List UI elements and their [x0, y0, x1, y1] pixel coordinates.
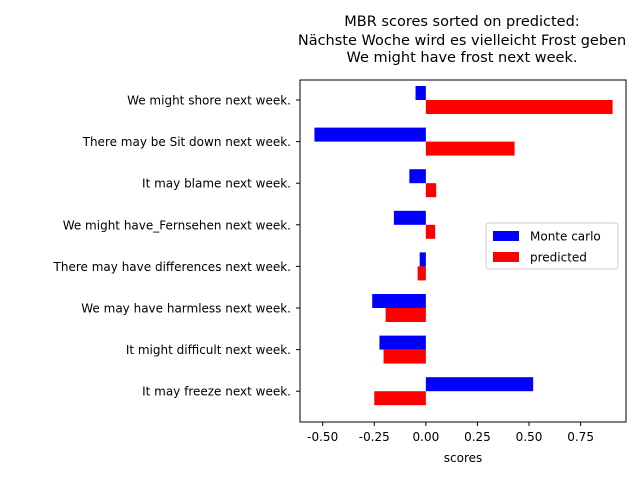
y-tick-label: We might have_Fernsehen next week.: [63, 218, 291, 232]
bar-predicted: [385, 308, 426, 322]
bar-predicted: [383, 349, 426, 364]
bar-monte-carlo: [409, 169, 426, 184]
x-tick-label: 0.75: [567, 430, 594, 444]
plot-frame: [299, 79, 627, 423]
bar-predicted: [374, 391, 426, 406]
y-tick-label: We might shore next week.: [127, 94, 291, 108]
y-axis: We might shore next week. There may be Si…: [53, 94, 300, 399]
x-tick-label: -0.50: [307, 430, 338, 444]
x-tick-label: 0.00: [413, 430, 440, 444]
legend: Monte carlo predicted: [485, 222, 619, 270]
chart-title-line: We might have frost next week.: [347, 50, 578, 66]
x-tick-label: -0.25: [359, 430, 390, 444]
bar-monte-carlo: [393, 210, 426, 225]
bar-monte-carlo: [419, 252, 426, 267]
chart-title-line: Nächste Woche wird es vielleicht Frost g…: [298, 33, 626, 49]
bar-predicted: [425, 183, 437, 198]
y-tick-label: There may have differences next week.: [53, 260, 291, 274]
y-tick-label: There may be Sit down next week.: [82, 135, 291, 149]
y-tick-label: We may have harmless next week.: [81, 302, 291, 316]
y-tick-label: It may freeze next week.: [142, 385, 291, 399]
x-tick-label: 0.50: [516, 430, 543, 444]
bar-monte-carlo: [379, 335, 426, 350]
legend-swatch: [493, 231, 519, 241]
bar-predicted: [425, 100, 613, 114]
bar-monte-carlo: [425, 377, 534, 392]
chart-title: MBR scores sorted on predicted: Nächste W…: [298, 14, 626, 66]
x-axis: -0.50 -0.25 0.00 0.25 0.50 0.75: [307, 422, 594, 444]
legend-label: predicted: [530, 251, 587, 265]
bar-predicted: [425, 224, 436, 239]
x-tick-label: 0.25: [464, 430, 491, 444]
bar-monte-carlo: [372, 294, 426, 308]
bars: [314, 86, 613, 406]
bar-monte-carlo: [415, 86, 426, 100]
x-axis-label: scores: [444, 451, 483, 465]
legend-swatch: [493, 252, 519, 262]
bar-predicted: [425, 141, 515, 156]
y-tick-label: It might difficult next week.: [126, 343, 291, 357]
chart-title-line: MBR scores sorted on predicted:: [344, 14, 579, 30]
y-tick-label: It may blame next week.: [142, 177, 291, 191]
bar-predicted: [417, 266, 426, 281]
bar-monte-carlo: [314, 127, 426, 142]
legend-label: Monte carlo: [530, 230, 601, 244]
